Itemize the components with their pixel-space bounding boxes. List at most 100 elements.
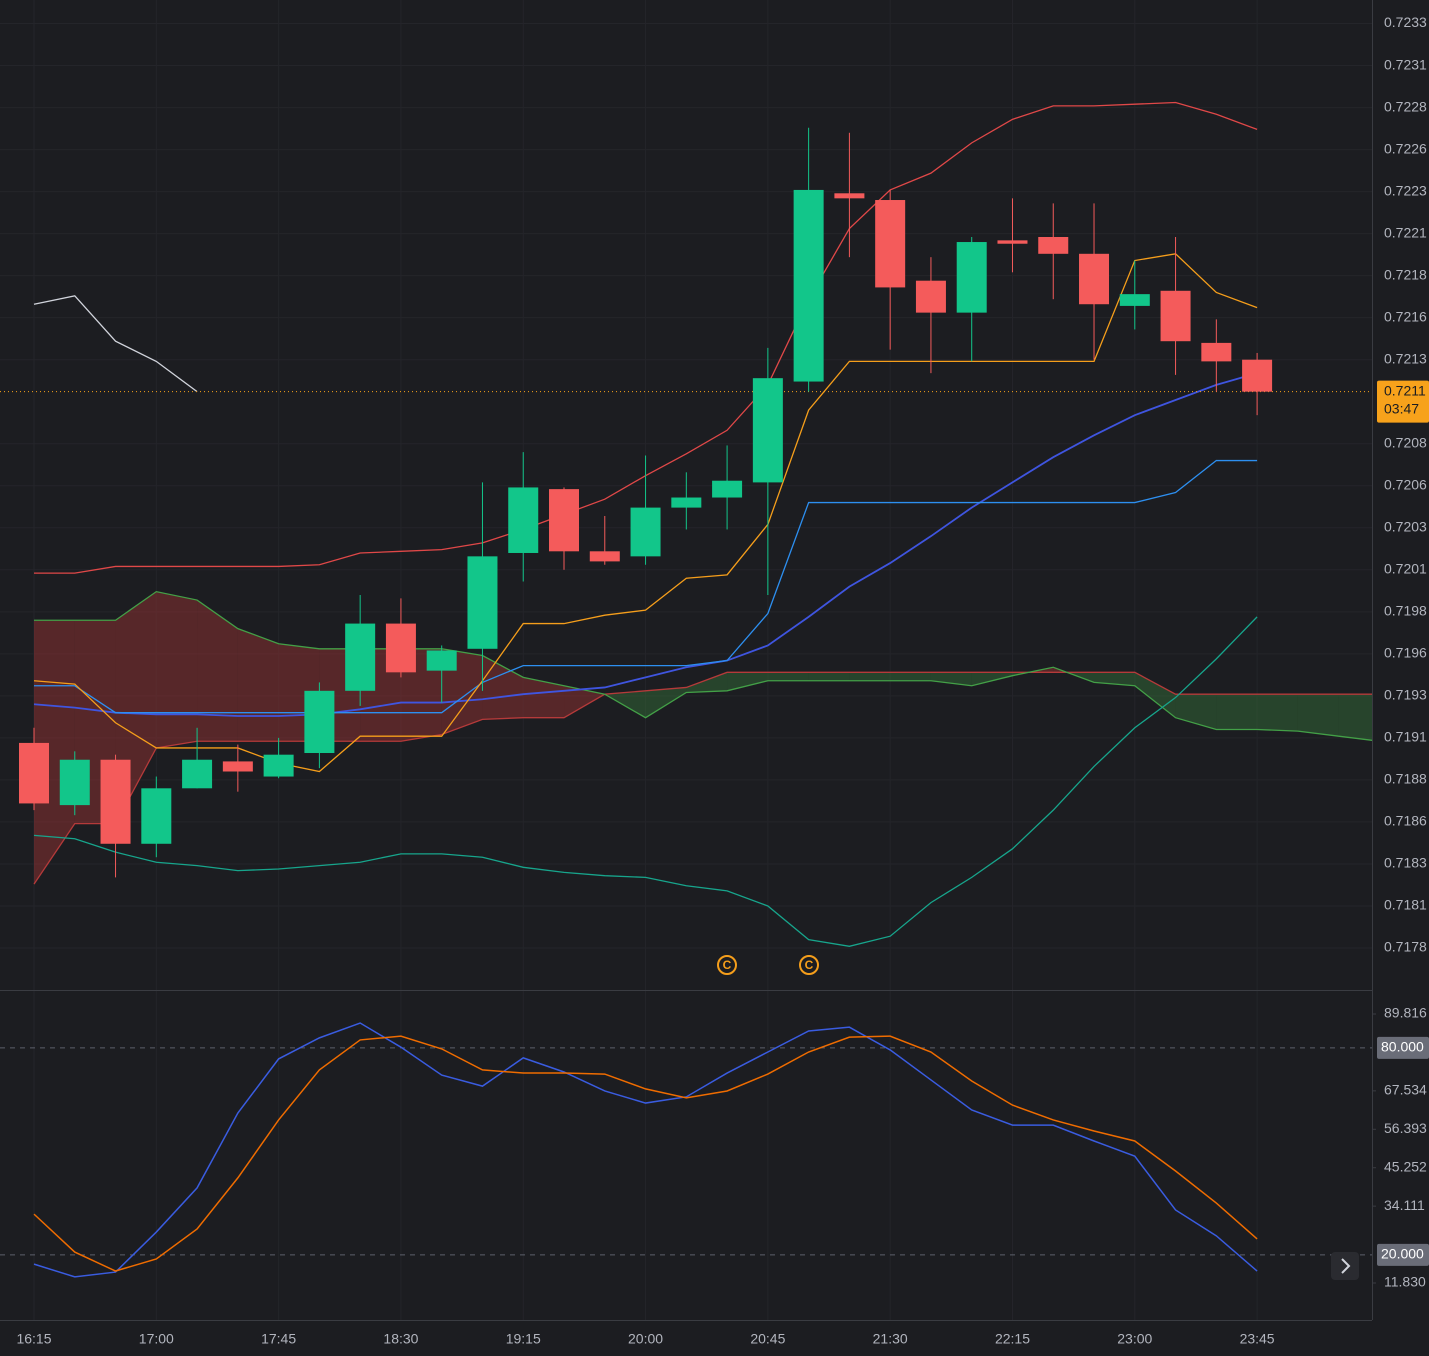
cloud-fill	[1216, 694, 1258, 730]
x-tick-label: 23:45	[1240, 1331, 1275, 1347]
price-pane	[0, 101, 1372, 947]
x-tick-label: 19:15	[506, 1331, 541, 1347]
cloud-fill	[604, 690, 646, 718]
y-tick-label: 0.7198	[1384, 603, 1427, 619]
y-tick-label: 0.7203	[1384, 518, 1427, 534]
candle-body	[19, 742, 49, 804]
candle-body	[875, 200, 906, 288]
axes: 0.7233 0.7231 0.7228 0.7226 0.7223 0.7221 0.72…	[16, 14, 1429, 1347]
cloud-fill	[767, 672, 809, 681]
cloud-fill	[1257, 694, 1298, 732]
candle-body	[345, 623, 376, 691]
y-tick-label: 0.7201	[1384, 560, 1427, 576]
cloud-span-line	[33, 671, 1372, 885]
cloud-fill	[971, 672, 1013, 686]
y-tick-label: 0.7216	[1384, 308, 1427, 324]
scroll-button[interactable]	[1331, 1252, 1359, 1280]
level-label: 20.000	[1381, 1246, 1424, 1262]
level-label: 80.000	[1381, 1039, 1424, 1055]
candle-body	[956, 242, 987, 313]
indicator-line	[34, 459, 1258, 714]
candle-body	[834, 193, 865, 199]
candle-body	[304, 690, 335, 754]
x-tick-label: 20:00	[628, 1331, 663, 1347]
cloud-fill	[727, 672, 768, 691]
candle-body	[426, 650, 457, 671]
cloud-fill	[808, 672, 850, 681]
y-tick-label: 34.111	[1384, 1197, 1425, 1213]
event-label: C	[723, 958, 732, 972]
y-tick-label: 11.830	[1384, 1274, 1426, 1290]
y-tick-label: 0.7218	[1384, 266, 1427, 282]
candle-body	[385, 623, 416, 673]
x-tick-label: 23:00	[1117, 1331, 1152, 1347]
level-box	[1377, 1036, 1429, 1059]
y-tick-label: 67.534	[1384, 1082, 1427, 1098]
last-price-label: 0.7211	[1384, 382, 1426, 398]
cloud-fill	[849, 672, 891, 681]
cloud-fill	[156, 591, 198, 748]
candle-body	[1038, 236, 1069, 254]
y-tick-label: 56.393	[1384, 1120, 1427, 1136]
candle-body	[1119, 294, 1150, 306]
x-tick-label: 17:45	[261, 1331, 296, 1347]
event-label: C	[805, 958, 814, 972]
cloud-fill	[1338, 694, 1372, 741]
x-tick-label: 22:15	[995, 1331, 1030, 1347]
candle-body	[100, 759, 131, 844]
x-tick-label: 21:30	[873, 1331, 908, 1347]
candle-body	[793, 189, 824, 382]
cloud-fill	[1297, 694, 1339, 737]
candle-body	[263, 754, 294, 777]
cloud-fill	[645, 687, 687, 718]
y-tick-label: 0.7183	[1384, 855, 1427, 871]
event-circle	[717, 955, 737, 975]
y-tick-label: 45.252	[1384, 1158, 1427, 1174]
scroll-button-bg[interactable]	[1331, 1252, 1359, 1280]
y-tick-label: 89.816	[1384, 1005, 1427, 1021]
candle-body	[671, 497, 702, 508]
y-tick-label: 0.7223	[1384, 182, 1427, 198]
x-tick-label: 17:00	[139, 1331, 174, 1347]
candle-body	[1079, 253, 1110, 305]
oscillator-pane	[0, 991, 1372, 1320]
countdown-label: 03:47	[1384, 400, 1419, 416]
oscillator-line	[33, 1035, 1258, 1272]
cloud-fill	[482, 655, 524, 720]
last-price-box	[1377, 380, 1429, 423]
candle-body	[752, 378, 783, 483]
cloud-fill	[564, 685, 605, 718]
y-tick-label: 0.7181	[1384, 897, 1427, 913]
y-tick-label: 0.7191	[1384, 729, 1427, 745]
y-tick-label: 0.7226	[1384, 140, 1427, 156]
candle-body	[997, 240, 1028, 244]
x-tick-label: 18:30	[383, 1331, 418, 1347]
indicator-line	[33, 295, 198, 393]
cloud-span-line	[34, 590, 1372, 741]
x-tick-label: 20:45	[750, 1331, 785, 1347]
cloud-fill	[1094, 672, 1135, 686]
y-tick-label: 0.7208	[1384, 434, 1427, 450]
cloud-fill	[237, 628, 279, 742]
candle-body	[182, 759, 213, 789]
cloud-fill	[890, 672, 931, 681]
candle-body	[630, 507, 661, 557]
cloud-fill	[686, 672, 728, 693]
y-tick-label: 0.7233	[1384, 14, 1427, 30]
candle-body	[141, 788, 172, 844]
candle-body	[712, 480, 743, 498]
cloud-fill	[1134, 672, 1176, 718]
candle-body	[915, 280, 946, 313]
y-tick-label: 0.7213	[1384, 350, 1427, 366]
y-tick-label: 0.7188	[1384, 771, 1427, 787]
y-tick-label: 0.7178	[1384, 939, 1427, 955]
y-tick-label: 0.7206	[1384, 476, 1427, 492]
chevron-icon	[1341, 1258, 1351, 1274]
indicator-line	[33, 616, 1258, 947]
cloud-fill	[930, 672, 972, 686]
y-tick-label: 0.7228	[1384, 98, 1427, 114]
candle-body	[222, 761, 253, 772]
event-marker: C	[799, 955, 819, 975]
